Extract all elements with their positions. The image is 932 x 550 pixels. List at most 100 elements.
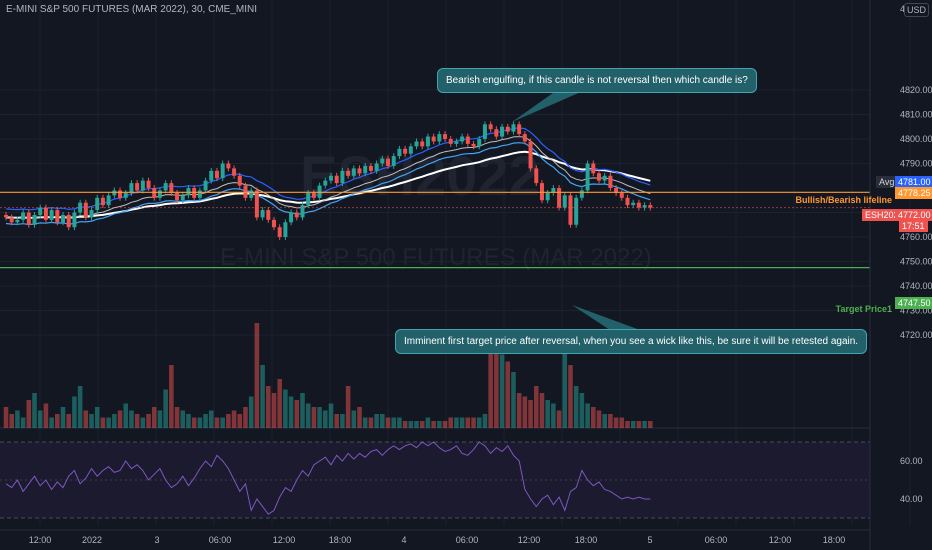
candle-body [631, 202, 636, 206]
candle-body [123, 192, 128, 198]
volume-bar [385, 417, 391, 428]
volume-bar [288, 396, 294, 428]
candle-body [431, 136, 436, 142]
volume-bar [351, 410, 357, 428]
target-price-tag: 4747.50 [895, 297, 932, 309]
volume-bar [83, 410, 89, 428]
volume-bar [208, 410, 214, 428]
volume-bar [248, 396, 254, 428]
target-price-callout[interactable]: Imminent first target price after revers… [395, 329, 868, 354]
candle-body [386, 158, 391, 166]
volume-bar [414, 421, 419, 428]
volume-bar [585, 403, 590, 428]
volume-bar [220, 417, 225, 428]
countdown-tag: 17:51 [899, 220, 928, 232]
volume-bar [636, 421, 642, 428]
candle-body [602, 175, 607, 181]
volume-bar [260, 365, 265, 428]
volume-bar [300, 393, 305, 428]
volume-bar [226, 414, 231, 428]
candle-body [152, 188, 157, 198]
band-lower-line [5, 142, 651, 226]
volume-bar [562, 330, 568, 428]
volume-bar [488, 337, 493, 428]
candle-body [9, 217, 14, 223]
candle-body [271, 219, 276, 228]
candle-body [374, 163, 379, 171]
candle-body [414, 141, 419, 147]
volume-bar [619, 417, 625, 428]
candle-body [574, 197, 579, 225]
volume-bar [328, 403, 334, 428]
volume-bar [482, 414, 488, 428]
rsi-axis-label: 60.00 [900, 456, 923, 466]
price-axis-label: 4740.00 [900, 281, 932, 291]
candle-body [448, 139, 453, 144]
volume-bar [402, 421, 408, 428]
candle-body [585, 163, 590, 191]
candle-body [539, 183, 544, 201]
volume-bar [323, 410, 328, 428]
volume-bar [129, 410, 134, 428]
candle-body [408, 146, 413, 154]
candle-body [66, 214, 71, 228]
candle-body [425, 136, 430, 147]
candle-body [163, 183, 168, 191]
rsi-line [5, 441, 651, 515]
volume-bar [505, 361, 511, 428]
candle-body [38, 207, 43, 215]
volume-bar [357, 407, 362, 428]
time-axis-label: 2022 [82, 535, 102, 545]
bearish-engulfing-callout[interactable]: Bearish engulfing, if this candle is not… [437, 68, 757, 93]
avg-tag-label: Avg [876, 176, 898, 188]
candle-body [636, 202, 641, 208]
candle-body [129, 183, 134, 193]
volume-bar [169, 365, 174, 428]
volume-bar [476, 417, 482, 428]
volume-bar [214, 417, 220, 428]
volume-bar [556, 410, 562, 428]
volume-bar [43, 403, 49, 428]
currency-badge[interactable]: USD [904, 3, 930, 17]
candle-body [157, 190, 162, 198]
candle-body [511, 124, 516, 132]
volume-bar [374, 414, 379, 428]
volume-bar [15, 410, 20, 428]
target-callout-pointer [572, 305, 640, 330]
candle-body [106, 195, 111, 206]
candle-body [260, 210, 265, 218]
symbol-title[interactable]: E-MINI S&P 500 FUTURES (MAR 2022), 30, C… [6, 4, 257, 15]
volume-bar [294, 400, 300, 428]
candle-body [323, 180, 328, 186]
candle-body [608, 175, 613, 188]
candle-body [579, 190, 584, 198]
candle-body [534, 168, 539, 184]
ma-line-white [5, 150, 651, 219]
candle-body [642, 205, 647, 208]
volume-bar [516, 393, 522, 428]
candle-body [26, 212, 31, 225]
candle-body [596, 173, 601, 181]
candle-body [545, 192, 550, 201]
volume-bar [545, 400, 550, 428]
volume-bar [20, 417, 26, 428]
candle-body [340, 170, 345, 184]
time-axis-label: 12:00 [518, 535, 541, 545]
candle-body [294, 212, 299, 218]
volume-bar [465, 417, 471, 428]
candle-body [232, 168, 237, 176]
candle-body [528, 141, 533, 169]
candle-body [300, 205, 305, 218]
price-axis-label: 4750.00 [900, 257, 932, 267]
volume-bar [642, 421, 647, 428]
candle-body [334, 175, 339, 184]
candle-body [186, 188, 191, 196]
candle-body [254, 190, 259, 218]
candle-body [237, 175, 242, 186]
candle-body [135, 183, 140, 191]
candle-body [61, 214, 66, 223]
candle-body [614, 188, 619, 193]
candle-body [420, 141, 425, 147]
